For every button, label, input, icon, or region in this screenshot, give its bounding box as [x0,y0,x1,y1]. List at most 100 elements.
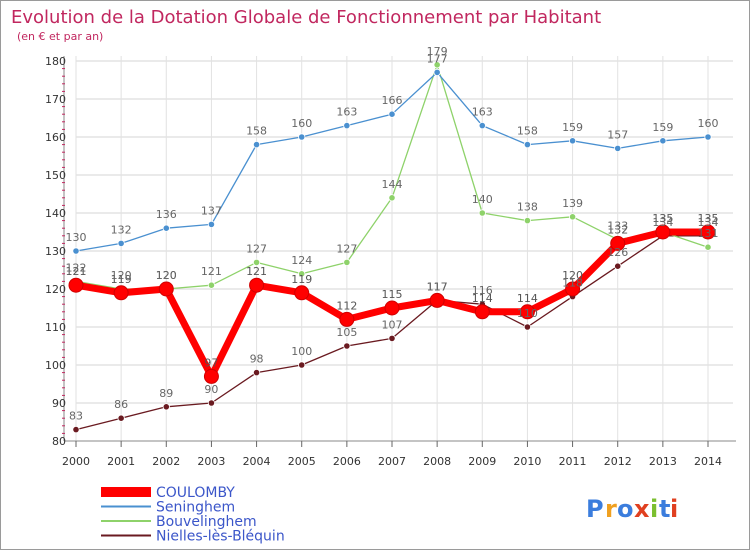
x-tick-label: 2013 [649,455,677,468]
data-point [117,239,125,247]
data-point [207,281,216,289]
data-label: 163 [336,106,357,119]
series-layer [68,61,716,434]
legend-label: Nielles-lès-Bléquin [156,529,285,545]
logo-letter: i [650,495,658,523]
data-label: 120 [562,269,583,282]
data-label: 89 [159,387,173,400]
data-point [203,368,219,384]
data-point [68,277,84,293]
data-label: 134 [652,216,673,229]
data-point [700,224,716,240]
logo-letter: i [670,495,678,523]
data-point [343,342,351,350]
logo-letter: P [586,495,604,523]
data-point [433,61,441,69]
data-label: 115 [382,288,403,301]
data-point [298,361,306,369]
data-point [433,68,441,77]
data-label: 135 [698,212,719,225]
x-tick-label: 2012 [604,455,632,468]
y-tick-label: 110 [45,321,66,334]
data-point [162,403,170,411]
legend: COULOMBYSeninghemBouvelinghemNielles-lès… [101,485,285,545]
data-point [568,137,577,145]
y-tick-label: 170 [45,93,66,106]
data-label: 105 [336,326,357,339]
data-point [207,399,216,407]
data-label: 158 [517,125,538,138]
data-point [478,122,486,130]
data-label: 177 [427,52,448,65]
data-point [162,224,170,232]
data-label: 158 [246,125,267,138]
data-label: 138 [517,201,538,214]
y-tick-label: 150 [45,169,66,182]
data-label: 100 [291,345,312,358]
y-tick-label: 120 [45,283,66,296]
x-tick-label: 2014 [694,455,722,468]
data-label: 159 [562,121,583,134]
x-tick-label: 2004 [243,455,271,468]
x-axis-ticks: 2000 2001 2002 2003 2004 2005 2006 2007 2008 2009… [62,441,722,468]
data-point [704,243,712,251]
data-point [207,220,216,228]
x-tick-label: 2011 [559,455,587,468]
data-label: 86 [114,398,128,411]
y-tick-label: 180 [45,55,66,68]
data-point [523,323,532,331]
data-point [298,133,306,141]
data-point [523,217,532,225]
data-label: 157 [607,128,628,141]
data-point [72,247,80,255]
x-tick-label: 2002 [152,455,180,468]
data-point [565,281,581,297]
data-label: 120 [156,269,177,282]
data-label: 121 [66,265,87,278]
axes [63,56,736,442]
y-tick-label: 160 [45,131,66,144]
data-label: 134 [698,216,719,229]
data-label: 117 [427,280,448,293]
data-point [614,144,622,152]
data-point [659,137,667,145]
data-label: 132 [607,223,628,236]
data-label: 121 [246,265,267,278]
data-point [158,281,174,297]
data-point [388,334,396,342]
x-tick-label: 2007 [378,455,406,468]
logo-letter: o [617,495,634,523]
data-point [388,194,396,202]
data-point [384,300,400,316]
y-tick-label: 80 [52,435,66,448]
y-axis-ticks: 80 90 100 110 120 130 140 150 160 170 180 [45,55,66,448]
y-tick-label: 130 [45,245,66,258]
data-label: 98 [250,353,264,366]
data-label: 166 [382,94,403,107]
y-tick-label: 100 [45,359,66,372]
data-point [610,235,626,251]
data-point [72,425,80,434]
x-tick-label: 2010 [513,455,541,468]
data-point [429,292,445,308]
data-point [388,110,396,118]
x-tick-label: 2005 [288,455,316,468]
data-point [704,133,712,141]
data-label: 114 [472,292,493,305]
data-label: 97 [204,356,218,369]
data-label: 131 [698,227,719,240]
data-label: 126 [607,246,628,259]
x-tick-label: 2001 [107,455,135,468]
data-point [113,285,129,301]
data-label: 137 [201,204,222,217]
data-label: 119 [291,273,312,286]
data-label: 133 [607,220,628,233]
y-tick-label: 140 [45,207,66,220]
data-point [343,122,351,130]
data-point [252,368,261,377]
data-label: 163 [472,106,493,119]
data-label: 118 [562,277,583,290]
legend-label: Bouvelinghem [156,514,257,530]
